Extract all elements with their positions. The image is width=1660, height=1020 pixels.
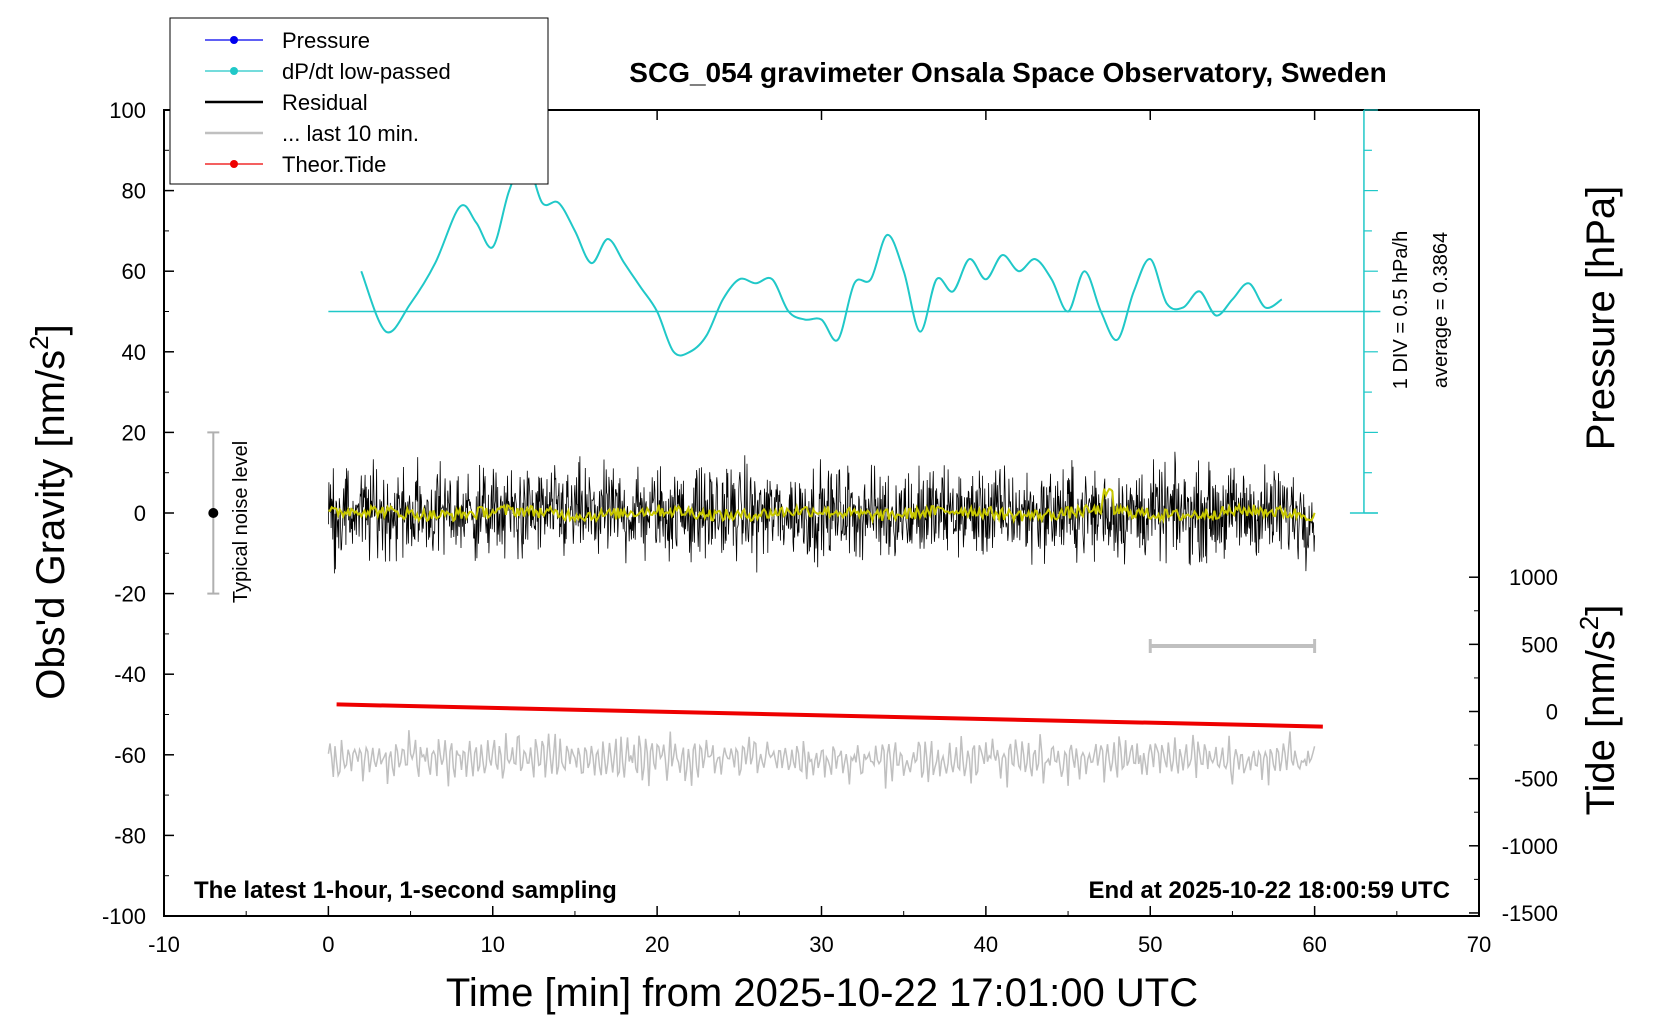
annotation-bottom-left: The latest 1-hour, 1-second sampling (194, 877, 617, 904)
x-tick-label: 0 (322, 932, 334, 957)
tide-tick-label: 0 (1546, 700, 1558, 725)
tide-tick-label: 500 (1521, 632, 1558, 657)
tide-tick-label: -1500 (1502, 901, 1558, 926)
x-tick-label: 50 (1138, 932, 1162, 957)
x-tick-label: -10 (148, 932, 180, 957)
legend-label: Residual (282, 90, 368, 115)
y-tick-label: -60 (114, 743, 146, 768)
noise-bar-point (208, 508, 219, 518)
y-tick-label: -40 (114, 662, 146, 687)
noise-level-label: Typical noise level (230, 441, 252, 603)
y-tick-label: 20 (122, 420, 146, 445)
x-tick-label: 70 (1467, 932, 1491, 957)
dpdt-scale-label: 1 DIV = 0.5 hPa/h (1390, 231, 1412, 389)
dpdt-series-line (360, 157, 1283, 357)
y-tick-label: 60 (122, 259, 146, 284)
legend-label: ... last 10 min. (282, 121, 419, 146)
legend-marker (230, 36, 238, 44)
tide-tick-label: -1000 (1502, 834, 1558, 859)
y-tick-label: 100 (109, 98, 146, 123)
y-tick-label: -100 (102, 904, 146, 929)
x-tick-label: 40 (974, 932, 998, 957)
y-tick-label: 0 (134, 501, 146, 526)
x-axis-label: Time [min] from 2025-10-22 17:01:00 UTC (446, 971, 1198, 1015)
y-axis-label-pressure: Pressure [hPa] (1579, 186, 1623, 451)
x-tick-label: 10 (481, 932, 505, 957)
y-tick-label: 80 (122, 179, 146, 204)
tide-tick-label: 1000 (1509, 565, 1558, 590)
theor-tide-series-line (336, 702, 1323, 729)
x-tick-label: 60 (1302, 932, 1326, 957)
last-10-min-series-line (327, 730, 1316, 789)
legend: Pressure dP/dt low-passed Residual ... last… (169, 17, 549, 185)
y-tick-label: -80 (114, 823, 146, 848)
legend-marker (230, 67, 238, 75)
annotation-bottom-right: End at 2025-10-22 18:00:59 UTC (1089, 877, 1451, 904)
legend-label: Theor.Tide (282, 152, 386, 177)
y-tick-label: -20 (114, 582, 146, 607)
tide-tick-label: -500 (1514, 767, 1558, 792)
legend-label: Pressure (282, 28, 370, 53)
residual-smoothed-line (328, 487, 1316, 525)
dpdt-average-label: average = 0.3864 (1430, 232, 1452, 388)
legend-marker (230, 160, 238, 168)
y-tick-label: 40 (122, 340, 146, 365)
legend-label: dP/dt low-passed (282, 59, 451, 84)
x-tick-label: 20 (645, 932, 669, 957)
x-tick-label: 30 (809, 932, 833, 957)
y-axis-label-tide: Tide [nm/s2] (1574, 605, 1623, 816)
chart-title: SCG_054 gravimeter Onsala Space Observat… (629, 57, 1386, 88)
y-axis-label-gravity: Obs'd Gravity [nm/s2] (24, 324, 73, 700)
